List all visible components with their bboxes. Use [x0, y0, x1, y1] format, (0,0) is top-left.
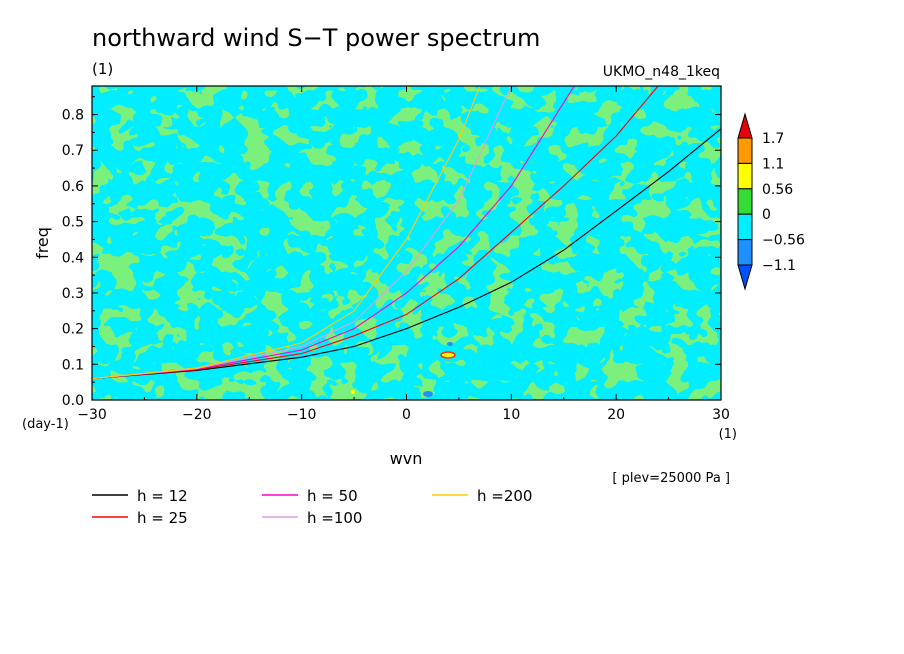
x-tick-label: −20	[182, 407, 212, 423]
contour-field	[92, 86, 721, 400]
contour-spot-high-2	[351, 390, 355, 394]
x-axis-unit: (1)	[719, 427, 737, 442]
colorbar-level-label: 1.1	[762, 156, 784, 172]
x-tick-label: 20	[607, 407, 625, 423]
plev-annotation: [ plev=25000 Pa ]	[612, 471, 730, 486]
colorbar-level-label: −0.56	[762, 233, 805, 249]
dispersion-curves	[92, 86, 721, 380]
contour-spot-low	[423, 391, 433, 397]
y-axis: 0.0 0.1 0.2 0.3 0.4 0.5 0.6 0.7 0.8	[62, 96, 721, 409]
x-tick-label: 0	[402, 407, 411, 423]
contour-band-zero	[92, 86, 721, 400]
x-axis-label: wvn	[390, 449, 423, 468]
colorbar-segment	[737, 188, 753, 215]
contour-spot-low-2	[447, 342, 453, 346]
colorbar-segment	[737, 162, 753, 190]
colorbar-top-arrow	[737, 112, 753, 139]
colorbar-segment	[737, 213, 753, 241]
colorbar-bottom-arrow	[737, 264, 753, 291]
series-line-4	[92, 86, 481, 380]
series-line-1	[92, 86, 659, 380]
y-tick-label: 0.7	[62, 143, 84, 159]
y-axis-label: freq	[33, 227, 52, 259]
colorbar: 1.7 1.1 0.56 0 −0.56 −1.1	[737, 112, 805, 291]
legend-label-1: h = 25	[137, 509, 188, 527]
x-axis: −30 −20 −10 0 10 20 30	[77, 86, 730, 423]
x-tick-label: −10	[287, 407, 317, 423]
x-tick-label: 10	[502, 407, 520, 423]
series-line-3	[92, 86, 512, 380]
series-line-2	[92, 86, 575, 380]
colorbar-level-label: 0.56	[762, 182, 793, 198]
legend-label-4: h =200	[477, 487, 532, 505]
chart-title: northward wind S−T power spectrum	[92, 24, 540, 52]
colorbar-level-label: 1.7	[762, 131, 784, 147]
y-tick-label: 0.6	[62, 179, 84, 195]
x-tick-label: 30	[712, 407, 730, 423]
colorbar-level-label: 0	[762, 207, 771, 223]
y-tick-label: 0.4	[62, 250, 84, 266]
colorbar-segment	[737, 137, 753, 164]
legend: h = 12 h = 25 h = 50 h =100 h =200	[92, 487, 532, 527]
colorbar-segment	[737, 239, 753, 266]
x-tick-label: −30	[77, 407, 107, 423]
legend-label-3: h =100	[307, 509, 362, 527]
y-tick-label: 0.8	[62, 108, 84, 124]
y-tick-label: 0.2	[62, 322, 84, 338]
series-line-0	[92, 128, 721, 380]
contour-spot-high	[440, 351, 456, 359]
chart-subtitle-right: UKMO_n48_1keq	[603, 64, 720, 80]
y-tick-label: 0.5	[62, 215, 84, 231]
y-tick-label: 0.0	[62, 393, 84, 409]
y-tick-label: 0.1	[62, 357, 84, 373]
legend-label-0: h = 12	[137, 487, 188, 505]
chart-subtitle-left: (1)	[92, 60, 113, 78]
y-axis-unit: (day-1)	[22, 417, 69, 432]
legend-label-2: h = 50	[307, 487, 358, 505]
colorbar-level-label: −1.1	[762, 258, 796, 274]
y-tick-label: 0.3	[62, 286, 84, 302]
